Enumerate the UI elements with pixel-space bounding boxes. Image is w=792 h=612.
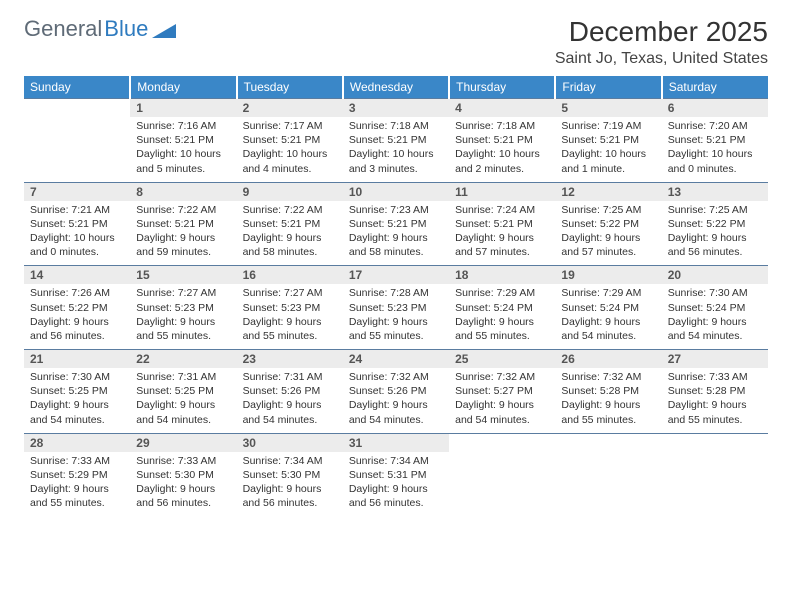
day-info-cell: Sunrise: 7:32 AMSunset: 5:26 PMDaylight:… xyxy=(343,368,449,433)
day-number-cell: 7 xyxy=(24,182,130,201)
day-info-cell: Sunrise: 7:28 AMSunset: 5:23 PMDaylight:… xyxy=(343,284,449,349)
logo: GeneralBlue xyxy=(24,16,176,42)
day-number-cell: 19 xyxy=(555,266,661,285)
day-number-cell: 11 xyxy=(449,182,555,201)
day-number-cell: 6 xyxy=(662,99,768,118)
day-info-row: Sunrise: 7:33 AMSunset: 5:29 PMDaylight:… xyxy=(24,452,768,517)
day-number-cell: 13 xyxy=(662,182,768,201)
day-info-cell: Sunrise: 7:22 AMSunset: 5:21 PMDaylight:… xyxy=(237,201,343,266)
day-number-cell: 31 xyxy=(343,433,449,452)
calendar-body: 123456Sunrise: 7:16 AMSunset: 5:21 PMDay… xyxy=(24,99,768,517)
location: Saint Jo, Texas, United States xyxy=(555,50,768,68)
day-info-cell: Sunrise: 7:34 AMSunset: 5:30 PMDaylight:… xyxy=(237,452,343,517)
day-number-cell xyxy=(24,99,130,118)
day-info-cell: Sunrise: 7:23 AMSunset: 5:21 PMDaylight:… xyxy=(343,201,449,266)
day-header-row: Sunday Monday Tuesday Wednesday Thursday… xyxy=(24,76,768,99)
day-number-row: 28293031 xyxy=(24,433,768,452)
day-number-cell: 29 xyxy=(130,433,236,452)
logo-text-gray: General xyxy=(24,16,102,42)
day-info-cell: Sunrise: 7:18 AMSunset: 5:21 PMDaylight:… xyxy=(343,117,449,182)
logo-text-blue: Blue xyxy=(104,16,148,42)
day-number-cell xyxy=(662,433,768,452)
day-number-cell: 14 xyxy=(24,266,130,285)
day-number-cell: 12 xyxy=(555,182,661,201)
day-header: Friday xyxy=(555,76,661,99)
day-info-cell: Sunrise: 7:24 AMSunset: 5:21 PMDaylight:… xyxy=(449,201,555,266)
calendar-table: Sunday Monday Tuesday Wednesday Thursday… xyxy=(24,76,768,516)
day-header: Saturday xyxy=(662,76,768,99)
day-number-cell: 26 xyxy=(555,350,661,369)
day-number-cell: 15 xyxy=(130,266,236,285)
day-number-row: 21222324252627 xyxy=(24,350,768,369)
page: GeneralBlue December 2025 Saint Jo, Texa… xyxy=(0,0,792,532)
day-info-cell: Sunrise: 7:21 AMSunset: 5:21 PMDaylight:… xyxy=(24,201,130,266)
day-info-cell: Sunrise: 7:33 AMSunset: 5:29 PMDaylight:… xyxy=(24,452,130,517)
day-info-cell: Sunrise: 7:34 AMSunset: 5:31 PMDaylight:… xyxy=(343,452,449,517)
day-info-cell: Sunrise: 7:30 AMSunset: 5:25 PMDaylight:… xyxy=(24,368,130,433)
day-number-cell: 25 xyxy=(449,350,555,369)
day-number-cell: 30 xyxy=(237,433,343,452)
day-number-cell: 17 xyxy=(343,266,449,285)
day-number-cell xyxy=(449,433,555,452)
logo-triangle-icon xyxy=(152,20,176,38)
day-number-cell xyxy=(555,433,661,452)
day-info-cell: Sunrise: 7:31 AMSunset: 5:25 PMDaylight:… xyxy=(130,368,236,433)
day-header: Wednesday xyxy=(343,76,449,99)
day-info-cell: Sunrise: 7:18 AMSunset: 5:21 PMDaylight:… xyxy=(449,117,555,182)
day-number-cell: 28 xyxy=(24,433,130,452)
day-number-cell: 4 xyxy=(449,99,555,118)
day-info-cell: Sunrise: 7:33 AMSunset: 5:30 PMDaylight:… xyxy=(130,452,236,517)
day-info-cell xyxy=(555,452,661,517)
day-info-cell: Sunrise: 7:22 AMSunset: 5:21 PMDaylight:… xyxy=(130,201,236,266)
day-number-cell: 23 xyxy=(237,350,343,369)
day-info-cell: Sunrise: 7:32 AMSunset: 5:27 PMDaylight:… xyxy=(449,368,555,433)
day-number-cell: 5 xyxy=(555,99,661,118)
day-number-cell: 9 xyxy=(237,182,343,201)
title-block: December 2025 Saint Jo, Texas, United St… xyxy=(555,16,768,68)
day-number-cell: 24 xyxy=(343,350,449,369)
day-header: Thursday xyxy=(449,76,555,99)
day-info-cell: Sunrise: 7:33 AMSunset: 5:28 PMDaylight:… xyxy=(662,368,768,433)
day-info-cell: Sunrise: 7:30 AMSunset: 5:24 PMDaylight:… xyxy=(662,284,768,349)
day-number-cell: 16 xyxy=(237,266,343,285)
day-info-cell xyxy=(662,452,768,517)
day-info-cell: Sunrise: 7:27 AMSunset: 5:23 PMDaylight:… xyxy=(237,284,343,349)
day-info-cell: Sunrise: 7:29 AMSunset: 5:24 PMDaylight:… xyxy=(449,284,555,349)
header: GeneralBlue December 2025 Saint Jo, Texa… xyxy=(24,16,768,68)
day-header: Sunday xyxy=(24,76,130,99)
day-number-cell: 18 xyxy=(449,266,555,285)
day-info-row: Sunrise: 7:26 AMSunset: 5:22 PMDaylight:… xyxy=(24,284,768,349)
day-number-cell: 10 xyxy=(343,182,449,201)
day-info-cell: Sunrise: 7:29 AMSunset: 5:24 PMDaylight:… xyxy=(555,284,661,349)
day-info-cell: Sunrise: 7:16 AMSunset: 5:21 PMDaylight:… xyxy=(130,117,236,182)
day-number-cell: 22 xyxy=(130,350,236,369)
day-info-cell: Sunrise: 7:31 AMSunset: 5:26 PMDaylight:… xyxy=(237,368,343,433)
day-info-row: Sunrise: 7:16 AMSunset: 5:21 PMDaylight:… xyxy=(24,117,768,182)
day-info-row: Sunrise: 7:21 AMSunset: 5:21 PMDaylight:… xyxy=(24,201,768,266)
day-number-cell: 3 xyxy=(343,99,449,118)
day-info-cell: Sunrise: 7:26 AMSunset: 5:22 PMDaylight:… xyxy=(24,284,130,349)
day-number-row: 14151617181920 xyxy=(24,266,768,285)
day-header: Tuesday xyxy=(237,76,343,99)
day-number-cell: 8 xyxy=(130,182,236,201)
day-header: Monday xyxy=(130,76,236,99)
day-info-cell xyxy=(449,452,555,517)
month-title: December 2025 xyxy=(555,16,768,48)
day-info-cell: Sunrise: 7:19 AMSunset: 5:21 PMDaylight:… xyxy=(555,117,661,182)
day-number-row: 78910111213 xyxy=(24,182,768,201)
day-number-cell: 21 xyxy=(24,350,130,369)
day-info-cell xyxy=(24,117,130,182)
day-number-row: 123456 xyxy=(24,99,768,118)
day-number-cell: 1 xyxy=(130,99,236,118)
day-info-row: Sunrise: 7:30 AMSunset: 5:25 PMDaylight:… xyxy=(24,368,768,433)
day-info-cell: Sunrise: 7:20 AMSunset: 5:21 PMDaylight:… xyxy=(662,117,768,182)
day-info-cell: Sunrise: 7:32 AMSunset: 5:28 PMDaylight:… xyxy=(555,368,661,433)
day-info-cell: Sunrise: 7:27 AMSunset: 5:23 PMDaylight:… xyxy=(130,284,236,349)
day-number-cell: 2 xyxy=(237,99,343,118)
day-number-cell: 20 xyxy=(662,266,768,285)
day-info-cell: Sunrise: 7:25 AMSunset: 5:22 PMDaylight:… xyxy=(555,201,661,266)
day-info-cell: Sunrise: 7:25 AMSunset: 5:22 PMDaylight:… xyxy=(662,201,768,266)
day-number-cell: 27 xyxy=(662,350,768,369)
day-info-cell: Sunrise: 7:17 AMSunset: 5:21 PMDaylight:… xyxy=(237,117,343,182)
